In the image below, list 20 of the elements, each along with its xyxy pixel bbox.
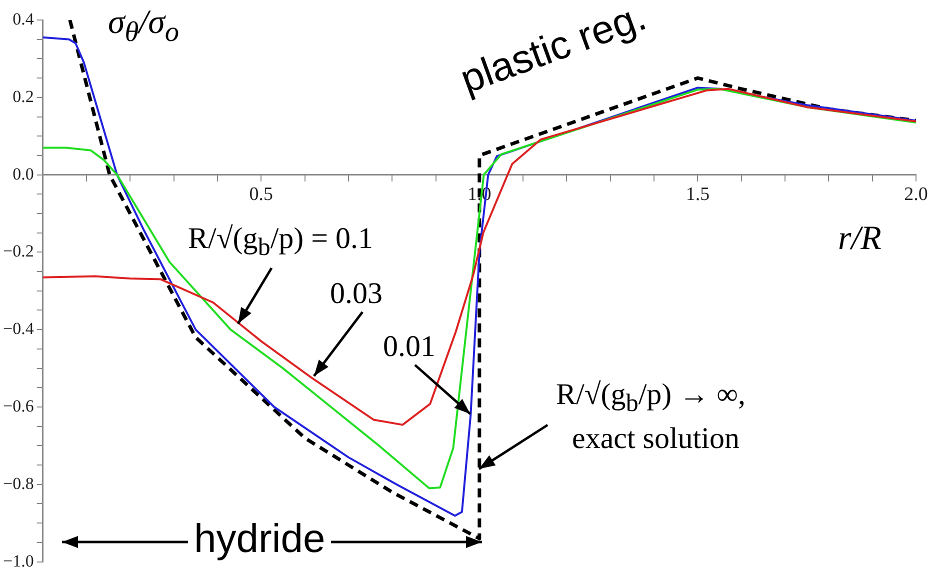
y-tick-label: −0.8	[2, 474, 34, 493]
y-axis-title: σ$_{θ}$/σ$_{o}$	[108, 4, 180, 49]
y-tick-label: −0.2	[2, 242, 34, 261]
y-tick-label: −1.0	[2, 551, 34, 570]
annotation: exact solution	[572, 422, 740, 455]
x-tick-label: 1.5	[686, 184, 710, 206]
annotation: 0.03	[330, 277, 382, 310]
x-tick-label: 2.0	[904, 184, 928, 206]
x-axis-title: r/R	[838, 220, 882, 258]
annotation: hydride	[188, 517, 332, 561]
annotation: 0.01	[383, 330, 436, 363]
annotation: plastic reg.	[454, 0, 652, 102]
annotation: R/√(g$_{b}$/p) → ∞,	[556, 378, 746, 418]
y-tick-label: 0.2	[12, 86, 34, 106]
y-tick-label: 0.4	[12, 9, 34, 28]
y-tick-label: 0.0	[12, 164, 34, 184]
annotation: R/√(g$_{b}$/p) = 0.1	[188, 222, 374, 262]
y-tick-label: −0.4	[2, 319, 34, 338]
y-tick-label: −0.6	[2, 396, 34, 416]
x-tick-label: 0.5	[249, 184, 274, 206]
